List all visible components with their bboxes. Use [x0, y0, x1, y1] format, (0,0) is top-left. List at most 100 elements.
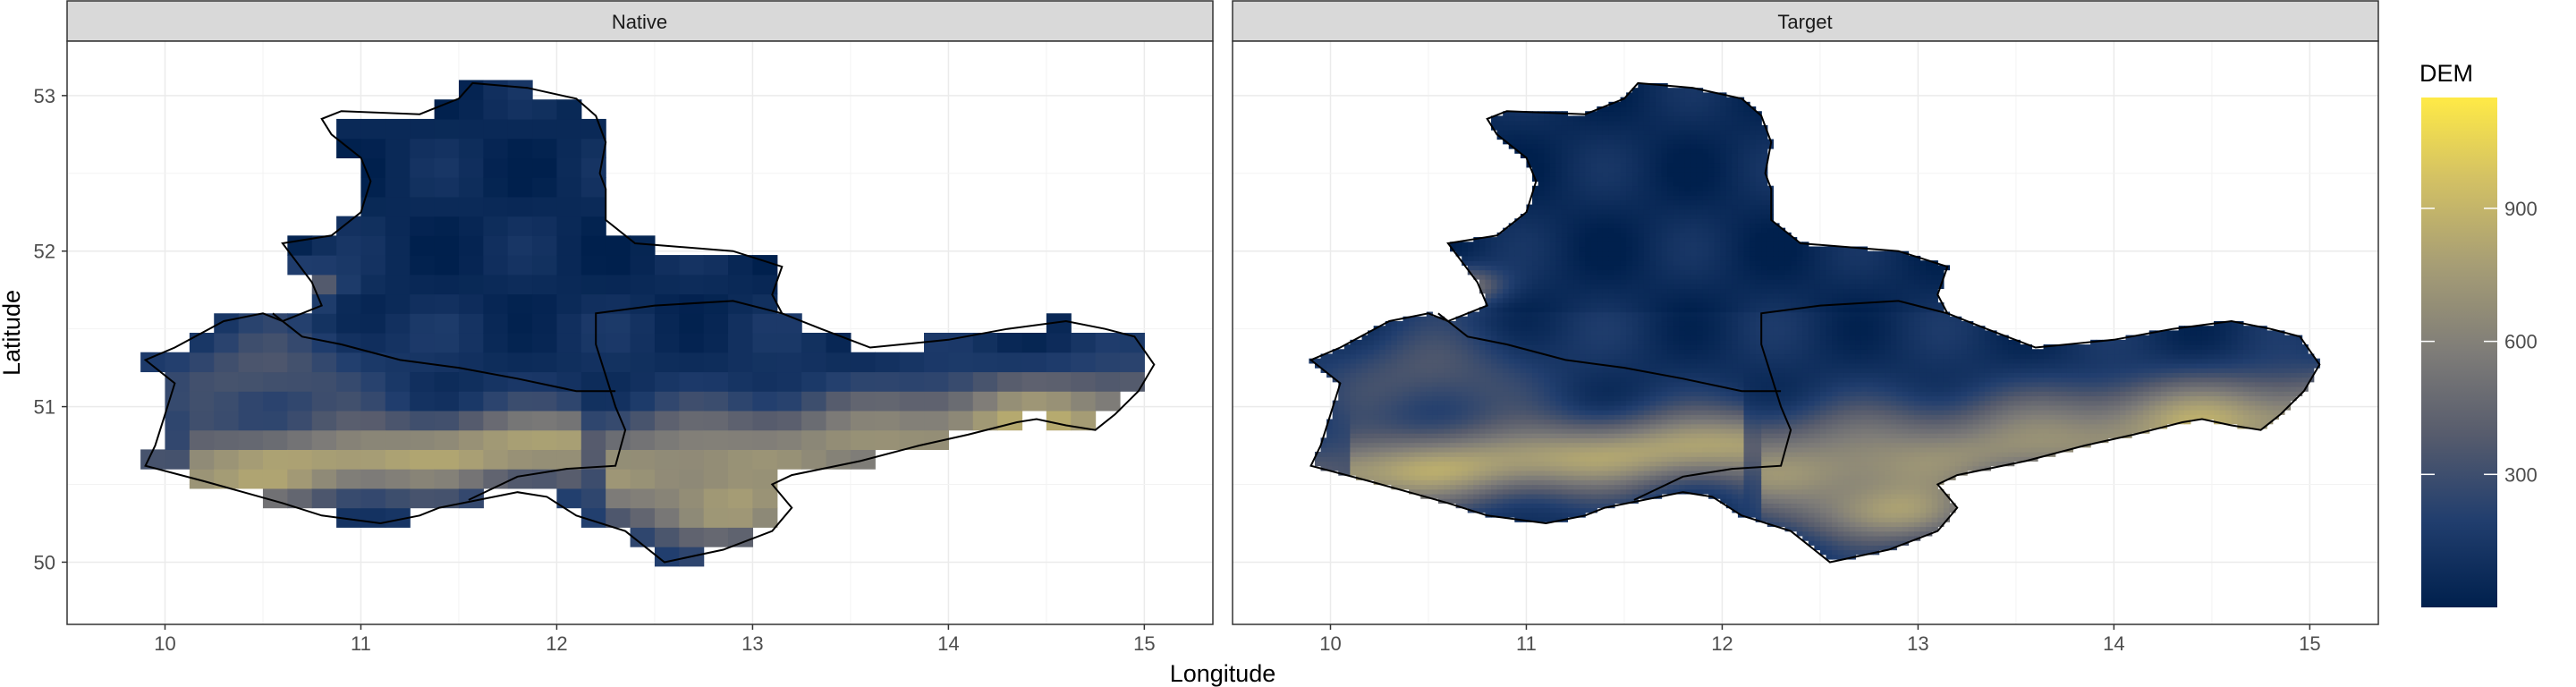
dem-cell	[1561, 339, 1569, 345]
dem-cell	[1590, 391, 1597, 397]
dem-cell	[1702, 130, 1709, 135]
dem-cell	[1708, 297, 1716, 303]
dem-cell	[1414, 395, 1421, 402]
dem-cell	[1437, 400, 1445, 406]
dem-cell	[1332, 456, 1339, 462]
dem-cell	[165, 449, 191, 470]
dem-cell	[1620, 488, 1627, 495]
dem-cell	[1661, 423, 1668, 429]
dem-cell	[1437, 484, 1445, 490]
dem-cell	[1508, 237, 1515, 242]
dem-cell	[1649, 279, 1657, 284]
dem-cell	[1496, 498, 1504, 504]
dem-cell	[1503, 269, 1510, 276]
dem-cell	[1391, 358, 1398, 364]
dem-cell	[1409, 414, 1416, 420]
dem-cell	[1579, 446, 1586, 453]
dem-cell	[1720, 404, 1727, 411]
dem-cell	[1720, 307, 1727, 313]
dem-cell	[1631, 288, 1639, 294]
dem-cell	[1544, 339, 1551, 345]
dem-cell	[1661, 414, 1668, 420]
dem-cell	[1119, 371, 1145, 392]
dem-cell	[507, 99, 533, 120]
dem-cell	[1585, 176, 1592, 182]
dem-cell	[1708, 250, 1716, 257]
dem-cell	[1667, 349, 1674, 355]
dem-cell	[1520, 446, 1528, 453]
dem-cell	[1608, 339, 1615, 345]
dem-cell	[1532, 437, 1539, 444]
dem-cell	[728, 371, 754, 392]
dem-cell	[1503, 265, 1510, 271]
dem-cell	[1708, 442, 1716, 448]
dem-cell	[1467, 428, 1474, 434]
dem-cell	[1585, 115, 1592, 122]
dem-cell	[1555, 288, 1563, 294]
dem-cell	[1673, 428, 1680, 434]
dem-cell	[1597, 279, 1604, 284]
dem-cell	[1508, 320, 1515, 327]
dem-cell	[1714, 442, 1721, 448]
dem-cell	[1579, 166, 1586, 173]
dem-cell	[410, 177, 436, 198]
dem-cell	[1544, 423, 1551, 429]
dem-cell	[1673, 456, 1680, 462]
dem-cell	[483, 410, 509, 431]
dem-cell	[1368, 400, 1375, 406]
dem-cell	[1532, 242, 1539, 248]
dem-cell	[1590, 433, 1597, 438]
dem-cell	[1573, 255, 1580, 261]
dem-cell	[1579, 377, 1586, 383]
dem-cell	[1473, 461, 1480, 467]
dem-cell	[1544, 199, 1551, 206]
dem-cell	[1508, 503, 1515, 509]
dem-cell	[1597, 208, 1604, 215]
dem-cell	[262, 371, 288, 392]
dem-cell	[1608, 330, 1615, 336]
dem-cell	[1503, 250, 1510, 257]
dem-cell	[1520, 372, 1528, 378]
dem-cell	[385, 177, 411, 198]
dem-cell	[1631, 139, 1639, 145]
dem-cell	[1661, 237, 1668, 242]
dem-cell	[1597, 414, 1604, 420]
dem-cell	[1661, 311, 1668, 318]
dem-cell	[1655, 307, 1663, 313]
dem-cell	[1491, 428, 1498, 434]
dem-cell	[1526, 437, 1533, 444]
dem-cell	[1544, 446, 1551, 453]
dem-cell	[1343, 442, 1351, 448]
dem-cell	[1450, 479, 1457, 486]
dem-cell	[1708, 465, 1716, 471]
dem-cell	[580, 118, 606, 140]
dem-cell	[1638, 330, 1645, 336]
dem-cell	[1473, 391, 1480, 397]
dem-cell	[1414, 320, 1421, 327]
dem-cell	[606, 235, 631, 256]
dem-cell	[1444, 410, 1451, 415]
dem-cell	[1690, 195, 1698, 200]
dem-cell	[1326, 446, 1334, 453]
dem-cell	[1673, 488, 1680, 495]
dem-cell	[1520, 288, 1528, 294]
dem-cell	[1608, 326, 1615, 331]
dem-cell	[1538, 130, 1545, 135]
dem-cell	[1690, 400, 1698, 406]
dem-cell	[1638, 293, 1645, 299]
dem-cell	[1597, 498, 1604, 504]
dem-cell	[1544, 404, 1551, 411]
dem-cell	[1690, 307, 1698, 313]
dem-cell	[1420, 339, 1428, 345]
dem-cell	[1673, 302, 1680, 308]
dem-cell	[1661, 437, 1668, 444]
dem-cell	[1343, 428, 1351, 434]
dem-cell	[1590, 297, 1597, 303]
dem-cell	[1479, 452, 1487, 457]
dem-cell	[1643, 437, 1651, 444]
dem-cell	[1549, 190, 1556, 196]
dem-cell	[1673, 130, 1680, 135]
dem-cell	[1573, 227, 1580, 233]
dem-cell	[1444, 381, 1451, 387]
dem-cell	[1409, 428, 1416, 434]
